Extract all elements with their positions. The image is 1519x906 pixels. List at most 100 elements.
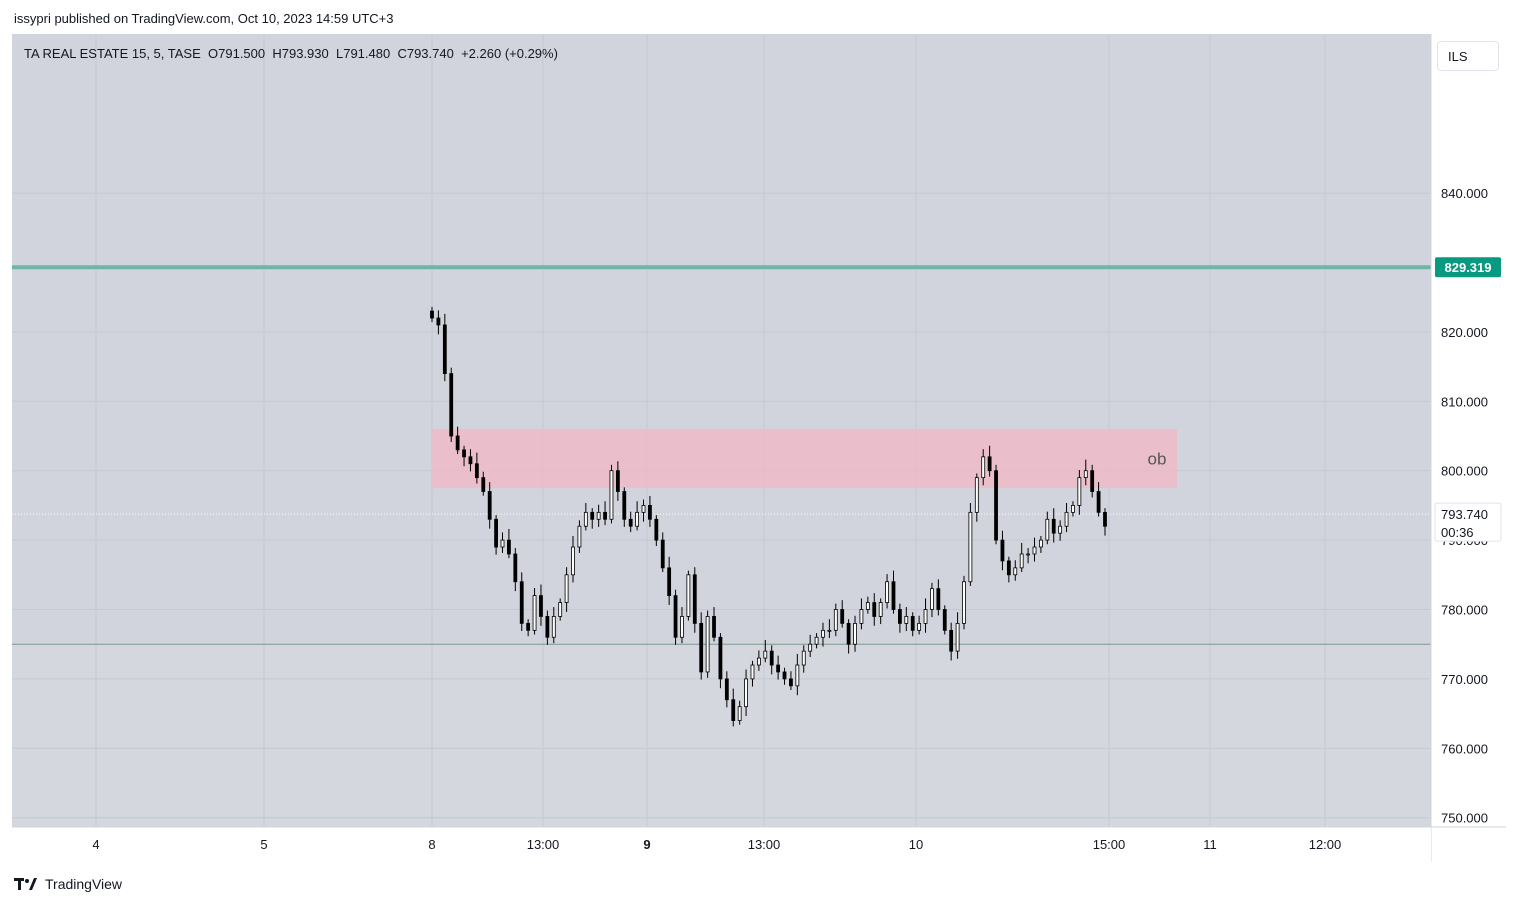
candle-body-up [974, 477, 979, 513]
time-tick-label: 5 [260, 837, 267, 852]
candle [763, 640, 768, 663]
candle-body-up [833, 609, 838, 631]
candle [904, 607, 909, 632]
candle-body-down [545, 616, 550, 638]
candle [1051, 508, 1056, 543]
candle [596, 504, 601, 527]
candle-body-up [1026, 553, 1030, 556]
candle [737, 700, 742, 725]
candle [974, 473, 979, 522]
candle-body-down [1006, 560, 1011, 576]
candle-body-up [904, 616, 909, 624]
candle-body-up [814, 636, 819, 645]
candle-body-up [1019, 553, 1024, 569]
candle [750, 660, 755, 687]
candle [603, 501, 607, 526]
candle-body-down [436, 317, 441, 326]
price-tick-label: 760.000 [1441, 741, 1488, 756]
currency-button[interactable]: ILS [1437, 41, 1499, 71]
candle-body-down [1051, 518, 1056, 534]
candle-body-up [808, 643, 813, 652]
open-value: O791.500 [208, 46, 266, 61]
candle [769, 645, 774, 675]
candle-body-down [603, 511, 607, 520]
candle [955, 612, 960, 659]
candle [917, 615, 922, 635]
last-price-value: 793.740 [1441, 507, 1488, 522]
price-tick-label: 770.000 [1441, 672, 1488, 687]
candle-body-down [430, 310, 434, 319]
candle-body-up [564, 574, 569, 603]
candle [1039, 535, 1043, 553]
candle-body-up [705, 616, 710, 673]
candle [442, 313, 447, 382]
candle [1045, 511, 1050, 545]
candle [718, 633, 723, 689]
plot-area: ob [12, 34, 1431, 827]
candle-body-up [558, 602, 563, 617]
time-axis [12, 827, 1431, 862]
candle [814, 633, 819, 649]
candle-body-up [1071, 504, 1075, 513]
candle [667, 556, 672, 605]
candle [840, 600, 845, 628]
candle-body-up [821, 629, 825, 638]
candle-body-up [756, 657, 761, 666]
candle-body-up [801, 650, 806, 666]
candle-body-up [859, 609, 864, 624]
candle [686, 570, 691, 621]
candle-body-up [1083, 470, 1088, 479]
candle [731, 688, 736, 727]
candle [808, 634, 813, 658]
candle [481, 471, 486, 496]
candle-body-down [712, 616, 716, 638]
price-chart[interactable]: ob 740.000750.000760.000770.000780.00079… [12, 34, 1506, 862]
candle-body-up [680, 616, 684, 638]
candle [789, 671, 793, 691]
candle [641, 499, 646, 522]
candle-body-up [962, 581, 966, 624]
candle-body-up [1039, 539, 1043, 548]
candle-body-down [449, 373, 454, 437]
candle-body-up [1013, 567, 1018, 576]
time-tick-label: 15:00 [1093, 837, 1126, 852]
candle-body-down [513, 553, 518, 583]
candle [648, 496, 652, 527]
candle-body-down [539, 595, 543, 617]
tradingview-brand-text: TradingView [45, 876, 123, 892]
candle [615, 461, 620, 501]
candle [949, 622, 954, 661]
candle-body-down [1090, 470, 1095, 492]
candle-body-up [609, 470, 614, 520]
candle [500, 532, 505, 553]
candle-body-down [1103, 511, 1107, 527]
candle [891, 570, 896, 614]
candle-body-up [923, 609, 928, 624]
candle-body-up [885, 581, 889, 603]
last-price-label-bg [1434, 502, 1502, 542]
change-value: +2.260 (+0.29%) [461, 46, 558, 61]
candle-body-up [744, 678, 748, 708]
candle-body-down [615, 470, 620, 492]
candle-body-down [897, 609, 902, 624]
candle [994, 464, 998, 545]
candle-body-up [641, 504, 646, 513]
candle-body-down [731, 699, 736, 721]
candle [462, 445, 466, 467]
price-tick-label: 810.000 [1441, 394, 1488, 409]
candle-body-up [955, 622, 960, 652]
candle-body-up [968, 511, 973, 583]
candle [930, 582, 934, 618]
candle-body-down [474, 463, 479, 479]
tradingview-logo[interactable]: TradingView [14, 876, 122, 892]
candle [487, 482, 492, 529]
candle [865, 596, 870, 614]
candle-body-down [673, 595, 678, 638]
candle [756, 650, 761, 671]
candle-body-down [487, 491, 492, 520]
candle [507, 528, 511, 559]
candle-body-down [936, 588, 941, 610]
price-tick-label: 800.000 [1441, 464, 1488, 479]
candle [699, 612, 704, 680]
candle-body-down [590, 511, 595, 520]
